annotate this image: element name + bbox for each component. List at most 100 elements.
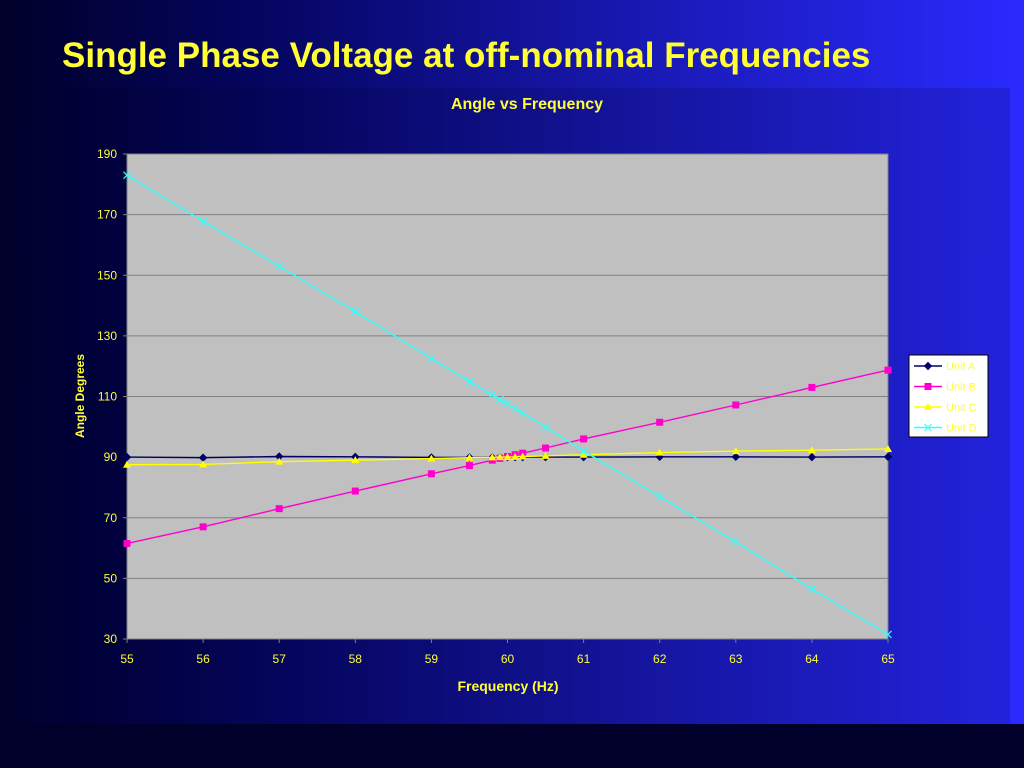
- legend-marker-unit-d: [924, 423, 932, 432]
- x-axis-label: Frequency (Hz): [457, 678, 558, 694]
- marker-stroke: [503, 400, 512, 409]
- data-point-unit-b: [123, 540, 131, 548]
- data-point-unit-a: [883, 452, 893, 462]
- legend: Unit A Unit B Unit C Unit D: [908, 354, 989, 438]
- y-axis-ticks: 30 50 70 90 110 130 150 170 190: [97, 147, 127, 646]
- data-point-unit-c: [427, 454, 436, 462]
- legend-label: Unit B: [946, 382, 976, 394]
- marker-stroke: [275, 262, 284, 271]
- data-point-unit-c: [541, 451, 550, 459]
- data-point-unit-d: [655, 492, 664, 501]
- data-point-unit-a: [807, 452, 817, 462]
- data-point-unit-c: [495, 453, 504, 461]
- data-point-unit-b: [808, 383, 816, 391]
- x-tick-label: 56: [196, 652, 210, 666]
- data-point-unit-d: [488, 391, 497, 399]
- x-tick-label: 55: [120, 652, 134, 666]
- data-point-unit-c: [579, 450, 588, 458]
- data-point-unit-b: [542, 444, 550, 452]
- marker-stroke: [731, 538, 740, 546]
- legend-item-unit-c: Unit C: [914, 402, 977, 414]
- data-point-unit-c: [884, 444, 892, 452]
- marker-stroke: [541, 422, 550, 431]
- legend-label: Unit D: [946, 423, 977, 435]
- data-point-unit-d: [199, 217, 208, 226]
- data-point-unit-d: [427, 354, 436, 363]
- data-point-unit-d: [275, 262, 284, 271]
- x-tick-label: 58: [349, 652, 363, 666]
- y-tick-label: 90: [104, 450, 118, 464]
- y-tick-label: 110: [98, 390, 117, 404]
- marker-stroke: [518, 409, 527, 418]
- data-point-unit-c: [511, 452, 520, 460]
- y-tick-label: 70: [104, 511, 118, 525]
- marker-stroke: [199, 217, 208, 226]
- data-point-unit-a: [731, 452, 741, 462]
- data-point-unit-c: [503, 453, 512, 461]
- marker-stroke: [807, 585, 816, 593]
- marker-stroke: [511, 404, 520, 413]
- data-point-unit-d: [465, 377, 474, 386]
- y-tick-label: 190: [97, 147, 117, 161]
- data-point-unit-d: [731, 538, 740, 546]
- x-axis-ticks: 55 56 57 58 59 60 61 62 63 64 65: [120, 639, 895, 666]
- data-point-unit-c: [518, 452, 527, 460]
- chart-title: Angle vs Frequency: [451, 96, 603, 113]
- data-point-unit-d: [541, 422, 550, 431]
- data-point-unit-b: [427, 470, 435, 478]
- data-point-unit-d: [579, 447, 588, 455]
- data-point-unit-b: [199, 523, 207, 531]
- x-tick-label: 63: [729, 652, 743, 666]
- marker-stroke: [924, 423, 932, 432]
- y-tick-label: 30: [104, 632, 118, 646]
- data-point-unit-b: [351, 487, 359, 495]
- marker-stroke: [465, 377, 474, 386]
- data-point-unit-d: [884, 630, 892, 639]
- marker-stroke: [655, 492, 664, 501]
- bottom-band: [0, 724, 1024, 768]
- data-point-unit-b: [884, 366, 892, 374]
- legend-item-unit-b: Unit B: [914, 382, 976, 394]
- data-point-unit-c: [275, 457, 284, 465]
- marker-stroke: [123, 171, 131, 180]
- legend-label: Unit C: [946, 402, 977, 414]
- legend-marker-unit-c: [924, 403, 932, 410]
- slide-title: Single Phase Voltage at off-nominal Freq…: [62, 36, 871, 75]
- series-lines: [122, 171, 893, 639]
- legend-label: Unit A: [946, 361, 976, 373]
- data-point-unit-d: [351, 307, 360, 316]
- data-point-unit-b: [275, 505, 283, 513]
- marker-stroke: [427, 354, 436, 363]
- data-point-unit-d: [503, 400, 512, 409]
- y-axis-label: Angle Degrees: [73, 354, 87, 438]
- marker-stroke: [884, 630, 892, 639]
- data-point-unit-c: [655, 448, 664, 456]
- x-tick-label: 65: [881, 652, 895, 666]
- data-point-unit-d: [495, 395, 504, 404]
- data-point-unit-c: [807, 446, 816, 454]
- marker-stroke: [579, 447, 588, 455]
- data-point-unit-c: [199, 460, 208, 468]
- series-unit-d: [123, 171, 892, 639]
- data-point-unit-c: [351, 456, 360, 464]
- series-unit-c: [123, 444, 892, 468]
- marker-stroke: [495, 395, 504, 404]
- x-tick-label: 61: [577, 652, 591, 666]
- legend-item-unit-a: Unit A: [914, 361, 976, 373]
- data-point-unit-b: [465, 462, 473, 470]
- y-tick-label: 170: [97, 208, 117, 222]
- data-point-unit-d: [511, 404, 520, 413]
- data-point-unit-d: [807, 585, 816, 593]
- data-point-unit-a: [122, 452, 132, 462]
- data-point-unit-c: [123, 460, 131, 468]
- legend-marker-unit-b: [924, 383, 932, 390]
- x-tick-label: 59: [425, 652, 439, 666]
- data-point-unit-c: [465, 453, 474, 461]
- legend-item-unit-d: Unit D: [914, 423, 977, 435]
- legend-marker-unit-a: [923, 361, 933, 371]
- data-point-unit-c: [488, 453, 497, 461]
- data-point-unit-d: [123, 171, 131, 180]
- x-tick-label: 57: [273, 652, 287, 666]
- data-point-unit-c: [731, 447, 740, 455]
